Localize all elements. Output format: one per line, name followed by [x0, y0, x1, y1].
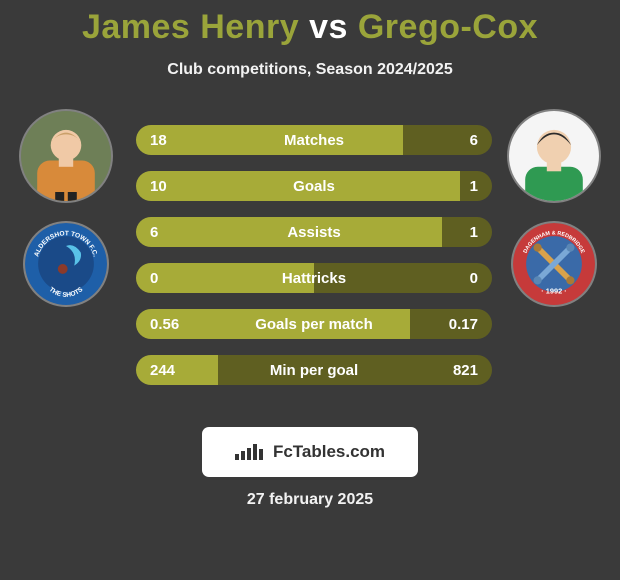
player2-club-badge-svg: DAGENHAM & REDBRIDGE · 1992 · — [513, 223, 595, 305]
fctables-bars-icon — [235, 444, 263, 460]
player2-avatar-svg — [509, 111, 599, 201]
stat-left-value: 0 — [150, 270, 196, 287]
stat-label: Assists — [196, 224, 432, 241]
stat-left-value: 10 — [150, 178, 196, 195]
player1-avatar-svg — [21, 111, 111, 201]
player1-avatar — [19, 109, 113, 203]
subtitle: Club competitions, Season 2024/2025 — [0, 61, 620, 79]
fctables-label: FcTables.com — [273, 442, 385, 462]
stat-right-value: 0 — [432, 270, 478, 287]
stat-left-value: 0.56 — [150, 316, 196, 333]
stat-right-value: 0.17 — [432, 316, 478, 333]
stat-row: 18Matches6 — [136, 125, 492, 155]
stat-label: Goals per match — [196, 316, 432, 333]
player2-name: Grego-Cox — [358, 8, 538, 46]
player1-club-badge: ALDERSHOT TOWN F.C. THE SHOTS — [23, 221, 109, 307]
stat-label: Min per goal — [196, 362, 432, 379]
player2-avatar — [507, 109, 601, 203]
date-text: 27 february 2025 — [0, 491, 620, 509]
stat-left-value: 244 — [150, 362, 196, 379]
player2-column: DAGENHAM & REDBRIDGE · 1992 · — [494, 109, 614, 307]
bar-icon-segment — [253, 444, 257, 460]
bar-icon-segment — [247, 448, 251, 460]
stat-left-value: 6 — [150, 224, 196, 241]
comparison-content: ALDERSHOT TOWN F.C. THE SHOTS — [0, 109, 620, 409]
stat-left-value: 18 — [150, 132, 196, 149]
bar-icon-segment — [241, 451, 245, 460]
stat-label: Goals — [196, 178, 432, 195]
stat-row: 244Min per goal821 — [136, 355, 492, 385]
stat-row: 0.56Goals per match0.17 — [136, 309, 492, 339]
stat-label: Hattricks — [196, 270, 432, 287]
stat-row: 10Goals1 — [136, 171, 492, 201]
stat-right-value: 6 — [432, 132, 478, 149]
bar-icon-segment — [259, 449, 263, 460]
player1-column: ALDERSHOT TOWN F.C. THE SHOTS — [6, 109, 126, 307]
stat-right-value: 1 — [432, 178, 478, 195]
player1-name: James Henry — [82, 8, 299, 46]
fctables-badge: FcTables.com — [202, 427, 418, 477]
stat-right-value: 821 — [432, 362, 478, 379]
svg-text:· 1992 ·: · 1992 · — [541, 287, 566, 296]
player2-club-badge: DAGENHAM & REDBRIDGE · 1992 · — [511, 221, 597, 307]
stat-row: 0Hattricks0 — [136, 263, 492, 293]
title-vs: vs — [309, 8, 348, 46]
stat-right-value: 1 — [432, 224, 478, 241]
stat-label: Matches — [196, 132, 432, 149]
stat-row: 6Assists1 — [136, 217, 492, 247]
stats-list: 18Matches610Goals16Assists10Hattricks00.… — [136, 125, 492, 385]
bar-icon-segment — [235, 454, 239, 460]
comparison-title: James Henry vs Grego-Cox — [0, 0, 620, 47]
player1-club-badge-svg: ALDERSHOT TOWN F.C. THE SHOTS — [25, 223, 107, 305]
